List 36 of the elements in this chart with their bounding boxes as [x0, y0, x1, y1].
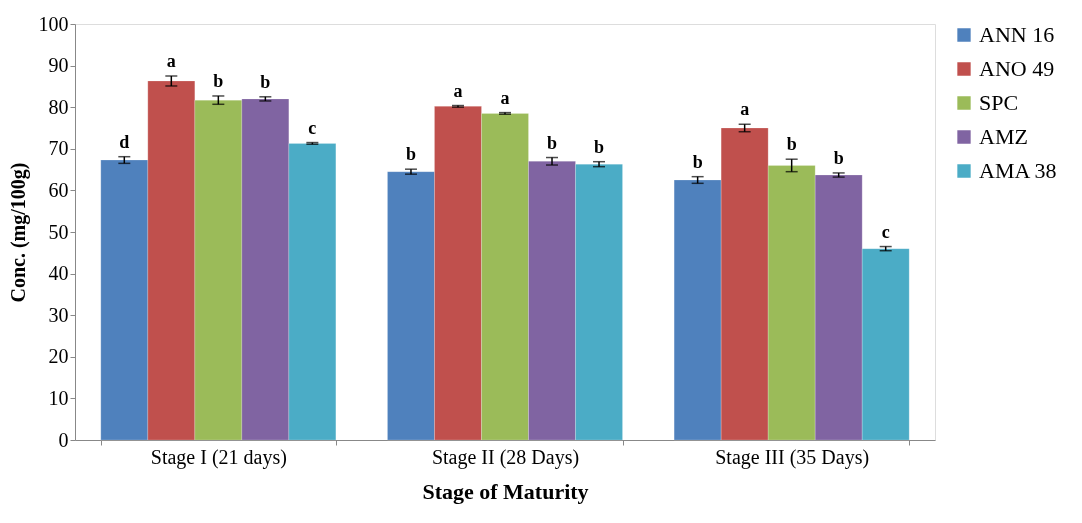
y-tick-label: 90 [48, 54, 69, 77]
x-tick-label: Stage I (21 days) [150, 445, 287, 469]
data-label: b [260, 71, 271, 92]
data-label: b [833, 147, 844, 168]
legend-label: ANO 49 [979, 56, 1055, 81]
y-axis-title: Conc. (mg/100g) [6, 162, 30, 303]
y-tick-label: 50 [48, 220, 69, 243]
data-label: a [453, 80, 463, 101]
data-label: b [594, 136, 605, 157]
y-tick-label: 20 [48, 345, 69, 368]
data-label: d [119, 131, 130, 152]
data-label: b [547, 132, 558, 153]
x-tick-label: Stage II (28 Days) [431, 445, 580, 469]
y-tick-label: 60 [48, 178, 69, 201]
y-tick-label: 80 [48, 95, 69, 118]
data-label: b [213, 70, 224, 91]
y-tick-label: 70 [48, 137, 69, 160]
data-label: a [166, 51, 176, 71]
y-tick-label: 40 [48, 262, 69, 285]
data-label: b [786, 134, 797, 155]
x-axis-title: Stage of Maturity [422, 478, 589, 504]
data-label: a [500, 87, 510, 108]
legend-label: ANN 16 [979, 22, 1055, 47]
data-label: a [740, 99, 750, 120]
x-tick-label: Stage III (35 Days) [715, 445, 870, 469]
legend-label: SPC [979, 90, 1019, 115]
data-label: b [405, 144, 416, 165]
y-tick-label: 100 [38, 12, 69, 35]
data-label: c [881, 221, 890, 242]
legend-label: AMZ [979, 124, 1028, 149]
data-label: c [308, 117, 317, 138]
y-tick-label: 30 [48, 303, 69, 326]
y-tick-label: 10 [48, 386, 69, 409]
legend-label: AMA 38 [979, 158, 1057, 183]
data-label: b [692, 151, 703, 172]
y-tick-label: 0 [58, 428, 69, 451]
